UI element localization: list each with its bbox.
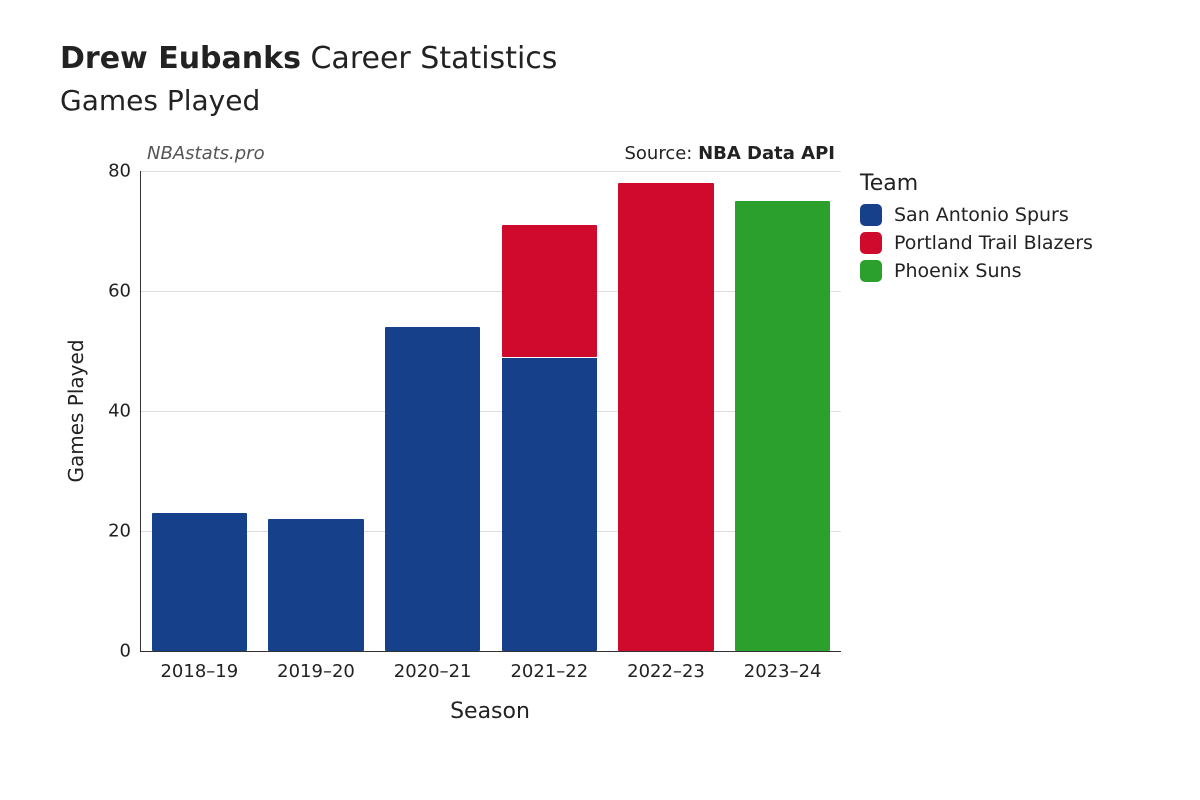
y-tick-label: 0 [120,640,141,661]
x-tick-label: 2023–24 [744,651,822,682]
watermark-text: NBAstats.pro [147,143,265,164]
bar-segment [502,225,598,357]
bar [735,201,831,651]
bar-segment [502,357,598,651]
legend-swatch [860,260,882,282]
chart-container: Drew Eubanks Career Statistics Games Pla… [60,40,1140,731]
source-label: Source: NBA Data API [624,143,835,164]
legend-item: Phoenix Suns [860,260,1093,282]
chart-subtitle: Games Played [60,84,1140,117]
bar [268,519,364,651]
player-name: Drew Eubanks [60,41,301,76]
legend-item: Portland Trail Blazers [860,232,1093,254]
bar-segment [618,183,714,651]
chart-title: Drew Eubanks Career Statistics [60,40,1140,78]
bar [152,513,248,651]
y-tick-label: 40 [108,400,141,421]
x-tick-label: 2021–22 [510,651,588,682]
bar-segment [152,513,248,651]
x-tick-label: 2020–21 [394,651,472,682]
bar-segment [385,327,481,651]
legend-label: Portland Trail Blazers [894,232,1093,254]
source-name: NBA Data API [698,143,835,164]
y-tick-label: 80 [108,160,141,181]
bar [618,183,714,651]
y-tick-label: 60 [108,280,141,301]
plot-area: Games Played NBAstats.pro Source: NBA Da… [60,131,1140,731]
axes: NBAstats.pro Source: NBA Data API 020406… [140,171,841,652]
legend-item: San Antonio Spurs [860,204,1093,226]
title-suffix: Career Statistics [310,41,557,76]
bar [385,327,481,651]
legend-title: Team [860,171,1093,196]
bar-segment [268,519,364,651]
x-tick-label: 2018–19 [160,651,238,682]
y-tick-label: 20 [108,520,141,541]
y-axis-title: Games Played [64,339,88,482]
bar [502,225,598,651]
legend-label: Phoenix Suns [894,260,1021,282]
x-axis-title: Season [450,699,530,724]
source-prefix: Source: [624,143,698,164]
gridline [141,171,841,172]
bar-segment [735,201,831,651]
x-tick-label: 2022–23 [627,651,705,682]
legend-swatch [860,204,882,226]
legend-swatch [860,232,882,254]
x-tick-label: 2019–20 [277,651,355,682]
legend-label: San Antonio Spurs [894,204,1069,226]
legend: Team San Antonio Spurs Portland Trail Bla… [860,171,1093,288]
